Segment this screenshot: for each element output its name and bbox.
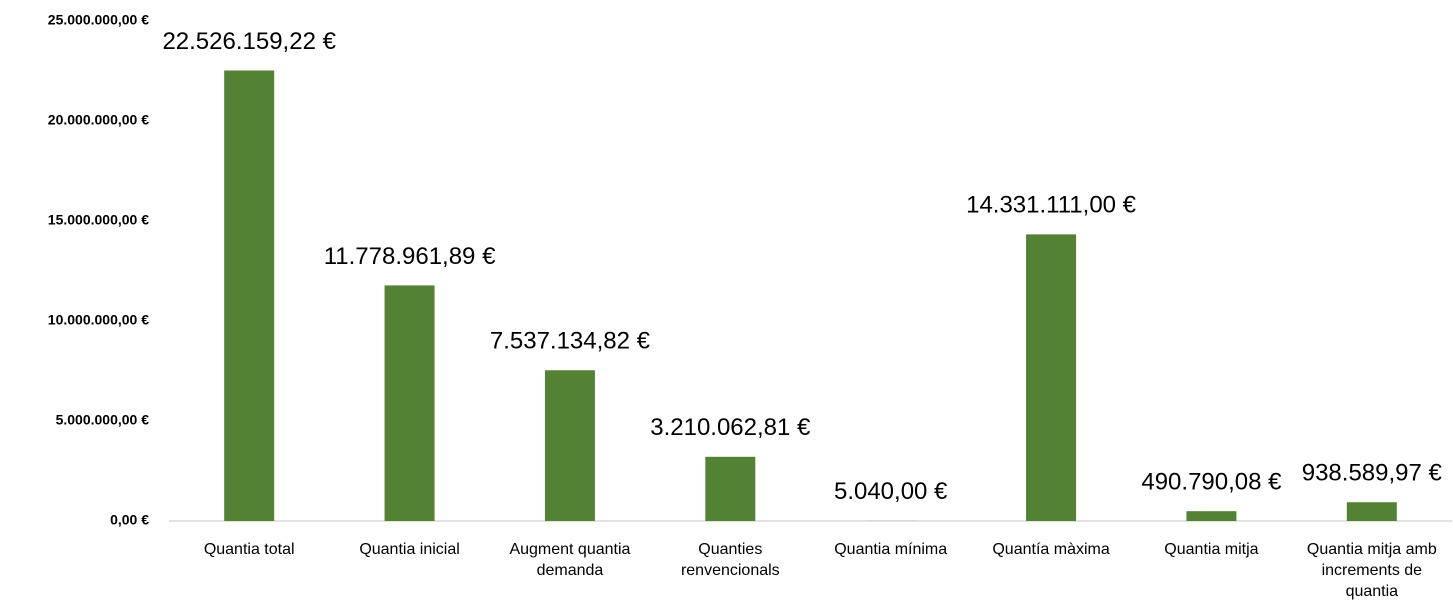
bar (384, 285, 435, 521)
data-label: 3.210.062,81 € (650, 414, 811, 441)
data-label: 938.589,97 € (1302, 460, 1443, 487)
x-tick-label: Quantia inicial (359, 541, 460, 558)
y-tick-label: 5.000.000,00 € (56, 412, 150, 428)
x-tick-label: Augment quantia demanda (509, 541, 631, 579)
data-label: 7.537.134,82 € (490, 328, 651, 355)
x-tick-label: Quantía màxima (992, 541, 1110, 558)
data-label: 490.790,08 € (1141, 469, 1282, 496)
y-tick-label: 15.000.000,00 € (48, 212, 149, 228)
data-label: 5.040,00 € (834, 478, 948, 505)
x-tick-label: Quantia mínima (834, 541, 948, 558)
y-tick-label: 25.000.000,00 € (48, 12, 149, 28)
bar (224, 70, 275, 522)
x-tick-label: Quantia mitja amb increments de quantia (1306, 541, 1437, 600)
y-tick-label: 10.000.000,00 € (48, 312, 149, 328)
bar (1026, 234, 1077, 521)
x-tick-label: Quantia mitja (1164, 541, 1259, 558)
x-tick-label: Quantia total (203, 541, 295, 558)
data-label: 11.778.961,89 € (324, 243, 496, 270)
data-label: 14.331.111,00 € (966, 192, 1137, 219)
data-label: 22.526.159,22 € (162, 28, 336, 55)
bar (705, 456, 756, 521)
bar (1186, 511, 1237, 521)
y-tick-label: 20.000.000,00 € (48, 112, 149, 128)
bar (544, 370, 595, 521)
bar (1346, 502, 1397, 521)
y-tick-label: 0,00 € (110, 512, 149, 528)
x-tick-label: Quanties renvencionals (680, 541, 780, 579)
